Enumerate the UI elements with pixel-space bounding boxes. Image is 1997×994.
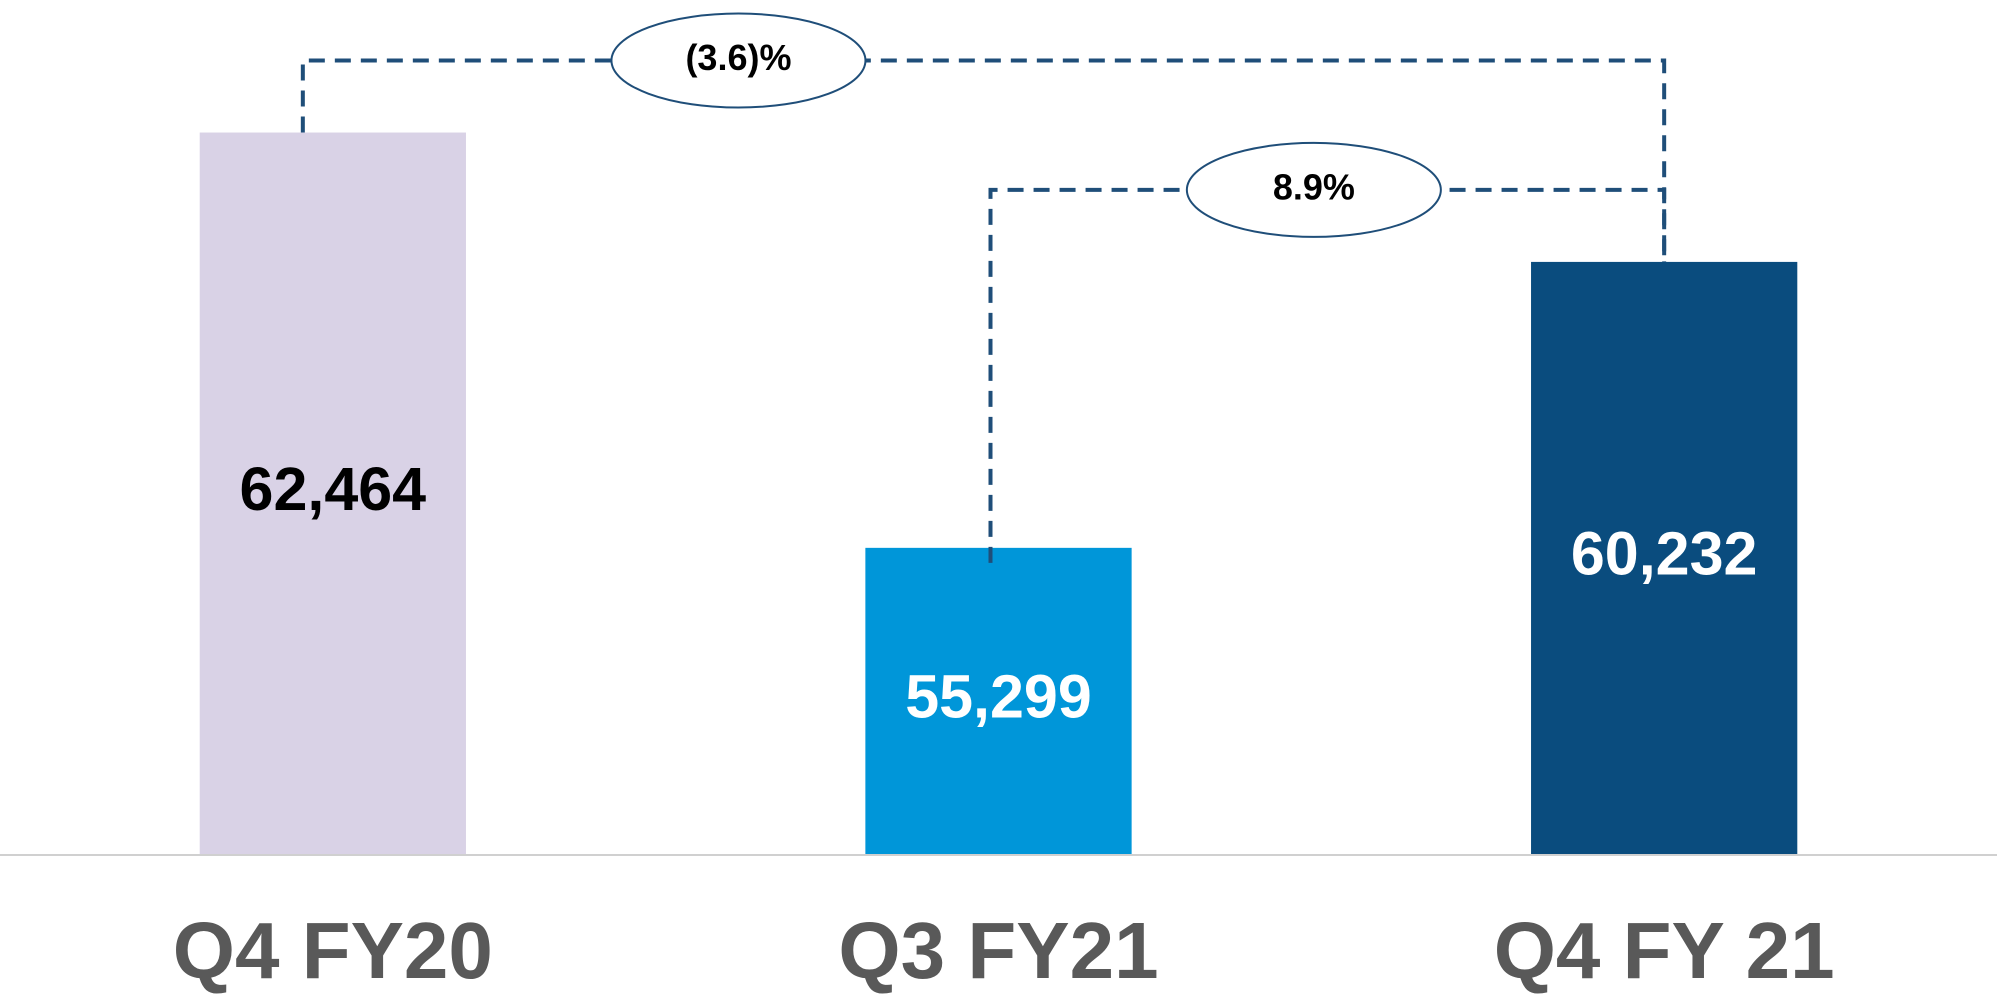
annotation-label: 8.9% [1273,166,1355,207]
x-tick-label: Q4 FY 21 [1494,906,1835,994]
x-tick-label: Q4 FY20 [173,906,493,994]
value-label: 60,232 [1571,520,1758,588]
bar [1531,261,1798,855]
value-label: 62,464 [240,455,427,523]
x-tick-label: Q3 FY21 [838,906,1158,994]
bar [199,132,466,855]
bracket [300,58,1667,262]
annotation-bubble [610,12,867,109]
annotation-bubble [1185,141,1442,238]
annotation-label: (3.6)% [685,37,791,78]
bar [865,547,1132,855]
value-label: 55,299 [905,663,1092,731]
